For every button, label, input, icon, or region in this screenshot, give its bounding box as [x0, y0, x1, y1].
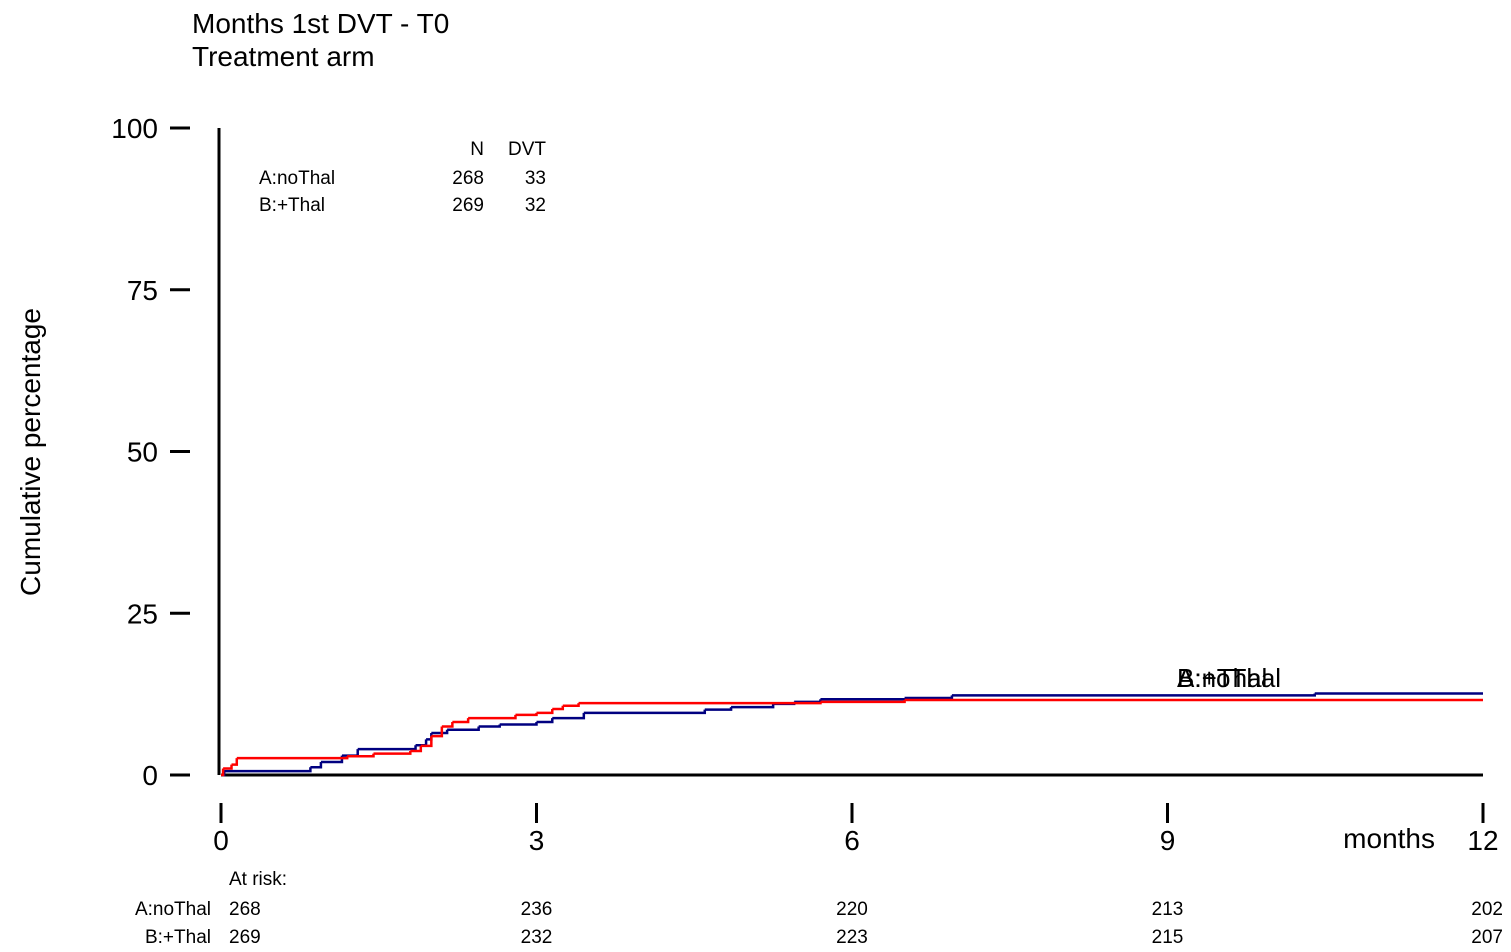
y-tick-label: 0	[142, 760, 158, 791]
x-tick-label: 3	[529, 825, 545, 856]
x-axis-label: months	[1343, 823, 1435, 854]
step-segment	[415, 739, 428, 747]
step-segment	[562, 703, 580, 708]
step-segment	[431, 726, 444, 738]
step-segment	[410, 745, 423, 753]
step-segment	[373, 751, 412, 755]
series-end-label: B:+Thal	[1177, 663, 1267, 693]
step-segment	[552, 705, 565, 711]
step-segment	[223, 764, 233, 770]
y-tick-label: 50	[127, 437, 158, 468]
step-segment	[341, 749, 359, 757]
at-risk-value: 207	[1471, 927, 1503, 948]
legend-header: N	[470, 139, 484, 160]
step-segment	[231, 758, 239, 766]
step-segment	[447, 726, 480, 731]
legend-cell: 268	[452, 168, 484, 189]
step-segment	[478, 724, 501, 728]
x-tick-label: 12	[1467, 825, 1498, 856]
legend-row-name: A:noThal	[259, 168, 335, 189]
y-tick-label: 75	[127, 275, 158, 306]
step-segment	[904, 695, 954, 700]
at-risk-value: 213	[1152, 899, 1184, 920]
step-segment	[820, 698, 906, 701]
step-segment	[536, 718, 554, 724]
y-axis-label: Cumulative percentage	[15, 308, 46, 596]
at-risk-name: A:noThal	[135, 899, 211, 920]
at-risk-value: 215	[1152, 927, 1184, 948]
step-segment	[578, 701, 822, 705]
step-segment	[441, 721, 454, 728]
step-segment	[515, 712, 538, 717]
step-segment	[224, 767, 312, 773]
x-tick-label: 9	[1160, 825, 1176, 856]
at-risk-value: 268	[229, 899, 261, 920]
step-segment	[552, 712, 586, 720]
step-segment	[499, 721, 538, 726]
at-risk-value: 223	[836, 927, 868, 948]
at-risk-value: 232	[521, 927, 553, 948]
step-segment	[794, 699, 822, 704]
step-segment	[468, 714, 517, 720]
step-segment	[704, 707, 733, 711]
step-segment	[236, 756, 349, 760]
step-segment	[420, 736, 433, 748]
x-tick-label: 0	[213, 825, 229, 856]
step-segment	[310, 762, 323, 769]
step-segment	[431, 729, 449, 735]
at-risk-label: At risk:	[229, 869, 287, 890]
step-segment	[221, 768, 225, 777]
step-segment	[951, 693, 1316, 697]
legend-cell: 269	[452, 195, 484, 216]
chart-subtitle: Treatment arm	[192, 41, 375, 72]
x-tick-label: 6	[844, 825, 860, 856]
step-segment	[820, 699, 906, 704]
step-segment	[536, 709, 554, 715]
at-risk-value: 202	[1471, 899, 1503, 920]
at-risk-name: B:+Thal	[145, 927, 211, 948]
legend-cell: 33	[525, 168, 546, 189]
legend-header: DVT	[508, 139, 546, 160]
at-risk-value: 220	[836, 899, 868, 920]
at-risk-value: 236	[521, 899, 553, 920]
step-segment	[452, 718, 470, 724]
step-segment	[357, 745, 417, 751]
legend-cell: 32	[525, 195, 546, 216]
legend-row-name: B:+Thal	[259, 195, 325, 216]
step-segment	[583, 709, 707, 715]
series-end-label: A:noThal	[1177, 663, 1281, 693]
y-tick-label: 25	[127, 598, 158, 629]
at-risk-value: 269	[229, 927, 261, 948]
chart-title: Months 1st DVT - T0	[192, 8, 449, 39]
y-tick-label: 100	[111, 113, 158, 144]
